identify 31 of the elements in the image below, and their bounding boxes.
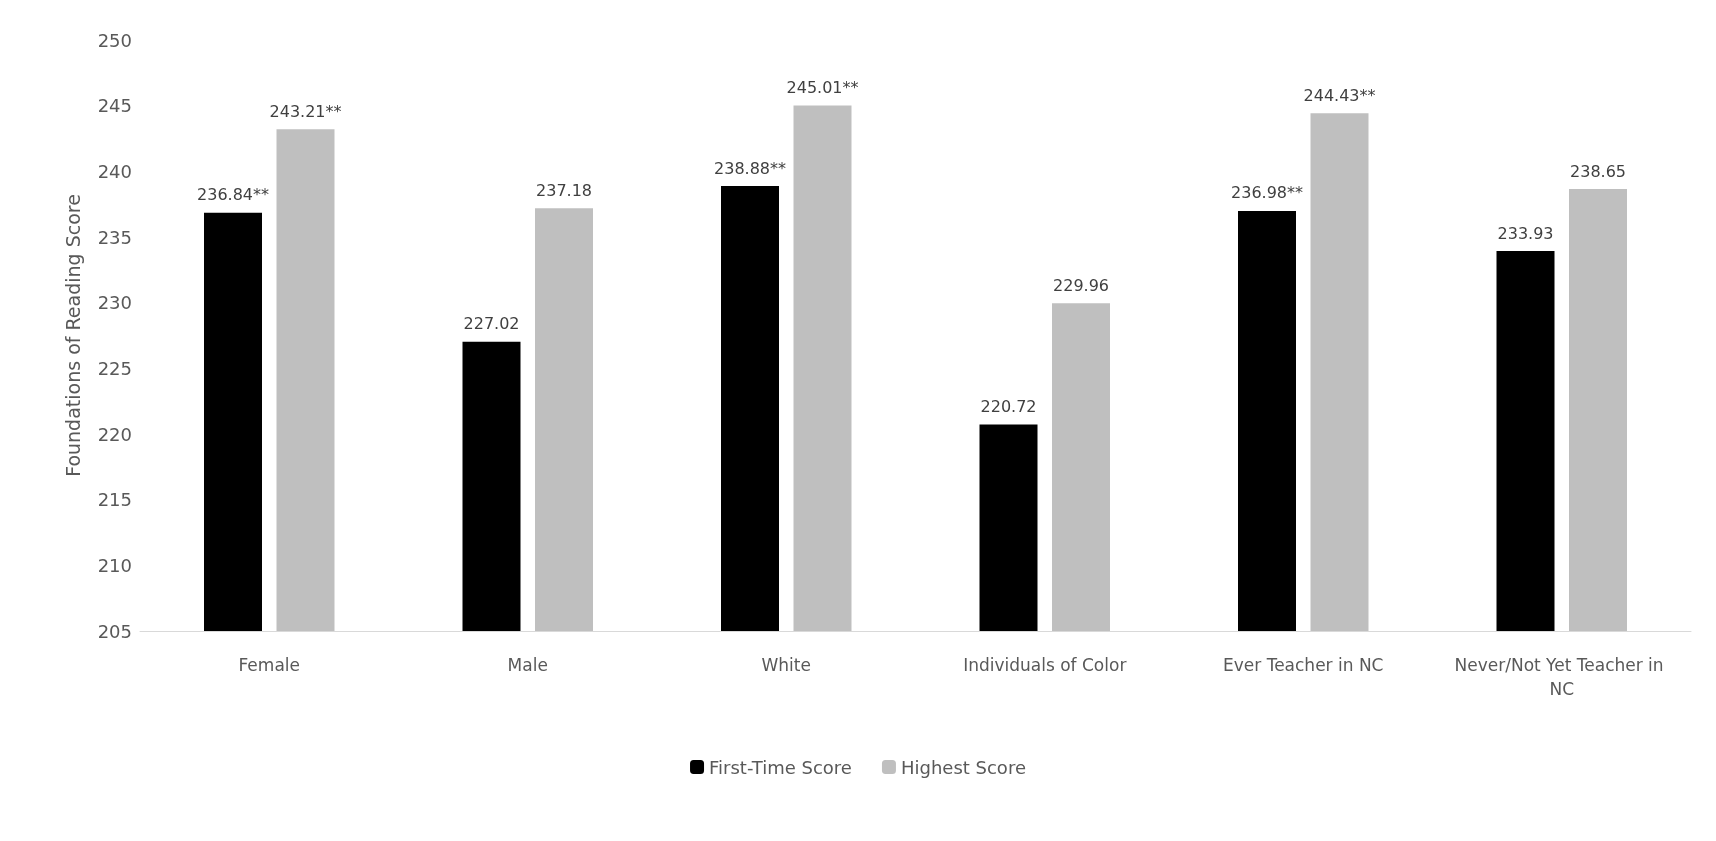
y-tick-label: 215 [97,489,132,511]
data-label: 238.65 [1570,161,1626,181]
y-axis-title: Foundations of Reading Score [61,194,84,477]
data-label: 220.72 [980,397,1037,417]
x-tick-label: White [761,655,811,675]
y-tick-label: 220 [97,423,132,445]
y-tick-label: 245 [97,95,132,117]
x-tick-label: Male [507,655,548,675]
data-label: 238.88** [714,158,786,178]
y-tick-label: 225 [97,357,132,379]
legend-label: First-Time Score [709,756,852,778]
x-tick-label: Ever Teacher in NC [1223,655,1384,675]
data-label: 229.96 [1053,275,1109,295]
data-label: 237.18 [536,180,592,200]
data-label: 244.43** [1303,85,1376,105]
data-label: 233.93 [1497,223,1554,243]
y-tick-label: 240 [97,160,132,182]
data-label: 236.98** [1231,183,1303,203]
y-tick-label: 230 [97,292,132,314]
x-tick-label: Female [238,655,300,675]
y-tick-label: 210 [97,554,132,576]
x-tick-label: Individuals of Color [963,655,1127,675]
data-label: 243.21** [269,101,342,121]
y-tick-label: 205 [97,620,132,642]
x-tick-label: Never/Not Yet Teacher in NC [1454,655,1670,699]
y-tick-label: 250 [97,29,132,51]
data-label: 245.01** [786,78,859,98]
legend-label: Highest Score [900,756,1026,778]
y-tick-label: 235 [97,226,132,248]
data-label: 227.02 [463,314,520,334]
data-label: 236.84** [197,185,269,205]
